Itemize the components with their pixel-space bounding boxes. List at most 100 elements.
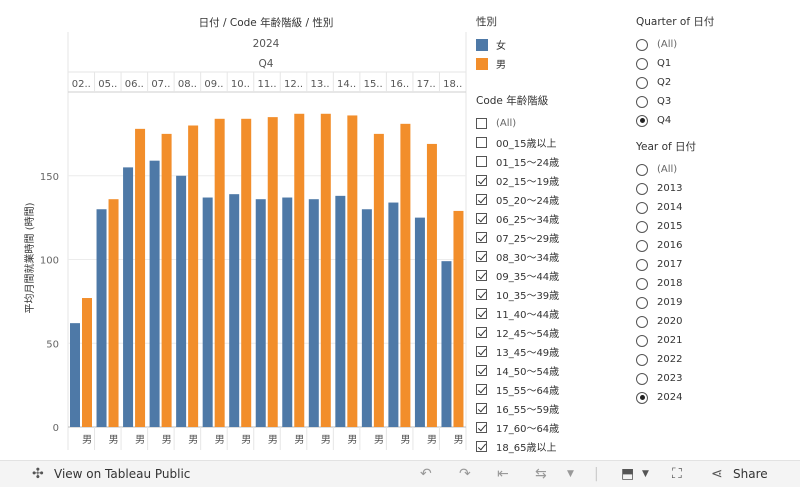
- radio-icon[interactable]: [636, 334, 648, 347]
- download-icon[interactable]: ⬒: [621, 466, 635, 482]
- legend-item-female[interactable]: 女: [476, 35, 506, 54]
- age-group-option[interactable]: 17_60～64歳: [476, 418, 559, 437]
- age-group-option[interactable]: 15_55～64歳: [476, 380, 559, 399]
- radio-icon[interactable]: [636, 220, 648, 233]
- year-option[interactable]: (All): [636, 160, 696, 179]
- bar-male[interactable]: [373, 133, 384, 427]
- bar-female[interactable]: [388, 202, 399, 427]
- radio-icon[interactable]: [636, 353, 648, 366]
- checkbox-icon[interactable]: [476, 384, 487, 395]
- radio-icon[interactable]: [636, 163, 648, 176]
- bar-female[interactable]: [96, 209, 107, 427]
- radio-icon[interactable]: [636, 182, 648, 195]
- legend-item-male[interactable]: 男: [476, 54, 506, 73]
- year-option[interactable]: 2015: [636, 217, 696, 236]
- view-on-tableau-link[interactable]: ✣ View on Tableau Public: [32, 466, 190, 482]
- checkbox-icon[interactable]: [476, 346, 487, 357]
- age-group-option[interactable]: 18_65歳以上: [476, 437, 559, 456]
- bar-male[interactable]: [294, 113, 305, 428]
- bar-female[interactable]: [229, 194, 240, 427]
- age-group-option[interactable]: 06_25～34歳: [476, 209, 559, 228]
- year-option[interactable]: 2017: [636, 255, 696, 274]
- age-group-option[interactable]: 05_20～24歳: [476, 190, 559, 209]
- year-option[interactable]: 2019: [636, 293, 696, 312]
- bar-male[interactable]: [267, 117, 278, 427]
- year-option[interactable]: 2022: [636, 350, 696, 369]
- undo-icon[interactable]: ↶: [420, 466, 432, 482]
- bar-female[interactable]: [123, 167, 134, 427]
- checkbox-icon[interactable]: [476, 289, 487, 300]
- bar-female[interactable]: [308, 199, 319, 427]
- bar-male[interactable]: [161, 133, 172, 427]
- checkbox-icon[interactable]: [476, 365, 487, 376]
- age-group-option[interactable]: 14_50～54歳: [476, 361, 559, 380]
- redo-icon[interactable]: ↷: [459, 466, 471, 482]
- bar-female[interactable]: [176, 175, 187, 427]
- age-group-option[interactable]: 10_35～39歳: [476, 285, 559, 304]
- bar-female[interactable]: [70, 323, 80, 427]
- age-group-option[interactable]: 07_25～29歳: [476, 228, 559, 247]
- bar-male[interactable]: [135, 128, 146, 427]
- bar-male[interactable]: [347, 115, 358, 427]
- checkbox-icon[interactable]: [476, 213, 487, 224]
- age-group-option[interactable]: 09_35～44歳: [476, 266, 559, 285]
- checkbox-icon[interactable]: [476, 327, 487, 338]
- quarter-option[interactable]: Q4: [636, 111, 714, 130]
- bar-female[interactable]: [335, 195, 346, 427]
- bar-female[interactable]: [441, 261, 452, 427]
- share-icon[interactable]: ⋖: [711, 466, 723, 482]
- year-option[interactable]: 2020: [636, 312, 696, 331]
- download-dropdown-icon[interactable]: ▼: [642, 469, 649, 479]
- radio-icon[interactable]: [636, 57, 648, 70]
- radio-icon[interactable]: [636, 38, 648, 51]
- checkbox-icon[interactable]: [476, 175, 487, 186]
- quarter-option[interactable]: Q3: [636, 92, 714, 111]
- checkbox-icon[interactable]: [476, 194, 487, 205]
- age-group-option[interactable]: 16_55～59歳: [476, 399, 559, 418]
- age-group-option[interactable]: 13_45～49歳: [476, 342, 559, 361]
- year-option[interactable]: 2013: [636, 179, 696, 198]
- bar-male[interactable]: [426, 143, 437, 428]
- radio-icon[interactable]: [636, 315, 648, 328]
- bar-female[interactable]: [149, 160, 160, 428]
- age-group-option[interactable]: (All): [476, 114, 559, 133]
- age-group-option[interactable]: 02_15～19歳: [476, 171, 559, 190]
- fullscreen-icon[interactable]: ⛶: [672, 466, 682, 482]
- bar-male[interactable]: [241, 118, 252, 428]
- year-option[interactable]: 2023: [636, 369, 696, 388]
- checkbox-icon[interactable]: [476, 441, 487, 452]
- bar-male[interactable]: [400, 123, 411, 427]
- age-group-option[interactable]: 08_30～34歳: [476, 247, 559, 266]
- radio-icon[interactable]: [636, 391, 648, 404]
- refresh-icon[interactable]: ⇆: [535, 466, 547, 482]
- year-option[interactable]: 2024: [636, 388, 696, 407]
- bar-male[interactable]: [453, 210, 464, 427]
- quarter-option[interactable]: Q1: [636, 54, 714, 73]
- radio-icon[interactable]: [636, 296, 648, 309]
- bar-female[interactable]: [255, 199, 266, 427]
- bar-female[interactable]: [282, 197, 293, 427]
- age-group-option[interactable]: 00_15歳以上: [476, 133, 559, 152]
- bar-male[interactable]: [188, 125, 199, 428]
- radio-icon[interactable]: [636, 76, 648, 89]
- age-group-option[interactable]: 01_15～24歳: [476, 152, 559, 171]
- age-group-option[interactable]: 11_40～44歳: [476, 304, 559, 323]
- checkbox-icon[interactable]: [476, 270, 487, 281]
- bar-male[interactable]: [214, 118, 225, 428]
- year-option[interactable]: 2018: [636, 274, 696, 293]
- checkbox-icon[interactable]: [476, 308, 487, 319]
- radio-icon[interactable]: [636, 95, 648, 108]
- bar-male[interactable]: [82, 298, 92, 427]
- bar-female[interactable]: [361, 209, 372, 427]
- checkbox-icon[interactable]: [476, 403, 487, 414]
- checkbox-icon[interactable]: [476, 137, 487, 148]
- bar-female[interactable]: [414, 217, 425, 427]
- checkbox-icon[interactable]: [476, 232, 487, 243]
- checkbox-icon[interactable]: [476, 118, 487, 129]
- bar-male[interactable]: [320, 113, 331, 428]
- radio-icon[interactable]: [636, 277, 648, 290]
- radio-icon[interactable]: [636, 239, 648, 252]
- radio-icon[interactable]: [636, 114, 648, 127]
- quarter-option[interactable]: Q2: [636, 73, 714, 92]
- checkbox-icon[interactable]: [476, 156, 487, 167]
